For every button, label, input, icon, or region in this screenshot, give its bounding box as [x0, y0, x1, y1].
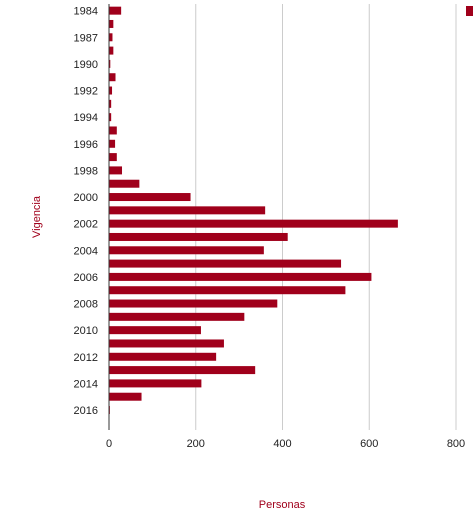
- bar-2002: [109, 219, 398, 228]
- x-tick-200: 200: [187, 438, 205, 450]
- y-tick-labels: 1984 1987 1990 1992 1994 1996 1998 2000 2002 2004…: [74, 6, 98, 417]
- bar-2012: [109, 352, 217, 361]
- y-tick-2004: 2004: [74, 245, 98, 257]
- y-tick-2002: 2002: [74, 219, 98, 231]
- bar-1990: [109, 59, 111, 68]
- bar-2000: [109, 193, 191, 202]
- y-tick-2012: 2012: [74, 352, 98, 364]
- bar-1985: [109, 19, 114, 28]
- y-tick-1984: 1984: [74, 6, 98, 18]
- x-tick-800: 800: [447, 438, 465, 450]
- x-tick-600: 600: [360, 438, 378, 450]
- y-tick-1990: 1990: [74, 59, 98, 71]
- bar-2007: [109, 286, 346, 295]
- bar-1984: [109, 6, 122, 15]
- y-tick-1992: 1992: [74, 86, 98, 98]
- legend-swatch[interactable]: [466, 6, 473, 16]
- y-tick-1996: 1996: [74, 139, 98, 151]
- bar-2013: [109, 366, 256, 375]
- bar-1994: [109, 113, 112, 122]
- bar-1997: [109, 153, 117, 162]
- bar-2005: [109, 259, 342, 268]
- bar-1991: [109, 73, 116, 82]
- x-tick-0: 0: [106, 438, 112, 450]
- y-tick-2014: 2014: [74, 378, 98, 390]
- bar-2010: [109, 326, 201, 335]
- bar-2004: [109, 246, 264, 255]
- bars: [109, 6, 398, 428]
- bar-1987: [109, 33, 113, 42]
- x-axis-title: Personas: [259, 499, 306, 511]
- bar-1993: [109, 99, 112, 108]
- y-tick-1994: 1994: [74, 112, 98, 124]
- bar-1995: [109, 126, 117, 135]
- bar-2015: [109, 392, 142, 401]
- x-tick-labels: 0 200 400 600 800: [106, 438, 465, 450]
- bar-2011: [109, 339, 224, 348]
- bar-1999: [109, 179, 140, 188]
- bar-1992: [109, 86, 113, 95]
- y-tick-2006: 2006: [74, 272, 98, 284]
- bar-2003: [109, 232, 288, 241]
- y-tick-2000: 2000: [74, 192, 98, 204]
- bar-1988: [109, 46, 114, 55]
- x-tick-400: 400: [273, 438, 291, 450]
- bar-2001: [109, 206, 266, 215]
- bar-2008: [109, 299, 278, 308]
- y-tick-1987: 1987: [74, 32, 98, 44]
- bar-1996: [109, 139, 116, 148]
- y-tick-2008: 2008: [74, 299, 98, 311]
- bar-2009: [109, 312, 245, 321]
- y-tick-2016: 2016: [74, 405, 98, 417]
- y-axis-title: Vigencia: [31, 195, 43, 238]
- bar-1998: [109, 166, 123, 175]
- bar-2014: [109, 379, 202, 388]
- bar-2006: [109, 272, 372, 281]
- y-tick-2010: 2010: [74, 325, 98, 337]
- y-tick-1998: 1998: [74, 165, 98, 177]
